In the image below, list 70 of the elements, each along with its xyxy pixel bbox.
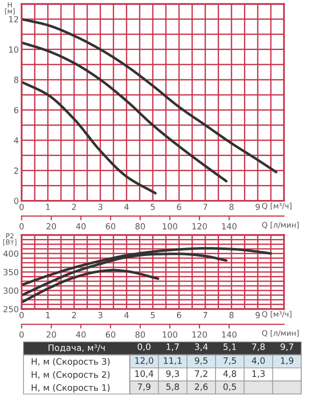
x-tick-label: 4 (124, 312, 129, 318)
y-tick-label: 2 (14, 168, 18, 174)
x-tick-label: 5 (150, 204, 155, 210)
x2-tick-label: 140 (222, 331, 237, 338)
y-tick-label: 250 (4, 306, 18, 312)
x-tick-label: 3,4 (194, 343, 208, 351)
x2-tick-label: 120 (192, 331, 207, 338)
x2-tick-label: 60 (106, 223, 116, 230)
y-tick-label: 300 (4, 287, 18, 294)
data-label: 5,8 (166, 383, 180, 391)
x-tick-label: 3 (98, 204, 102, 210)
x2-tick-label: 80 (135, 223, 145, 230)
x-tick-label: 0 (20, 204, 24, 210)
data-label: 1,3 (252, 370, 265, 378)
x-tick-label: 7 (203, 204, 208, 210)
x-tick-label: 0 (20, 312, 24, 318)
x2-tick-label: 60 (106, 331, 116, 338)
x-tick-label: 5 (150, 312, 155, 318)
x-tick-label: 1 (46, 204, 50, 210)
x-tick-label: 9 (256, 204, 260, 210)
x2-tick-label: 120 (192, 223, 207, 230)
x2-tick-label: 140 (222, 223, 237, 230)
x-tick-label: 7 (203, 312, 208, 318)
y-tick-label: Н, м (Скорость 2) (32, 371, 110, 380)
y-tick-label: Н, м (Скорость 3) (32, 358, 110, 366)
data-label: 10,4 (135, 370, 154, 378)
x-tick-label: 8 (229, 204, 234, 210)
x-tick-label: 9 (256, 312, 260, 318)
data-label: 2,6 (194, 383, 208, 391)
data-label: 0,5 (223, 383, 236, 391)
y-tick-label: 8 (14, 76, 18, 83)
y-tick-label: 350 (4, 268, 18, 276)
x-tick-label: 1 (46, 312, 50, 318)
x-tick-label: 5,1 (224, 344, 236, 351)
data-label: 7,2 (194, 370, 208, 378)
x-tick-label: 4 (124, 204, 129, 210)
x2-tick-label: 40 (76, 223, 86, 230)
x2-tick-label: 0 (20, 223, 24, 230)
x2-tick-label: 80 (135, 331, 145, 338)
data-label: 12,0 (135, 357, 154, 365)
y-tick-label: 10 (9, 46, 18, 53)
x2-tick-label: 100 (162, 223, 178, 230)
x-tick-label: 7,8 (252, 343, 265, 351)
data-label: 4,8 (223, 370, 236, 378)
x2-tick-label: 40 (76, 331, 86, 338)
data-label: 7,9 (138, 383, 150, 391)
x-tick-label: 6 (176, 312, 182, 318)
data-label: 9,3 (166, 370, 179, 378)
x2-tick-label: 20 (46, 331, 56, 338)
y-tick-label: 6 (14, 106, 18, 114)
x-tick-label: 0,0 (138, 343, 150, 351)
x2-tick-label: 100 (162, 331, 178, 338)
x-tick-label: 1,7 (166, 344, 179, 351)
x-tick-label: 6 (176, 204, 182, 210)
y-tick-label: 0 (14, 198, 18, 204)
x2-tick-label: 0 (20, 331, 24, 338)
y-tick-label: 400 (3, 250, 18, 257)
x2-tick-label: 20 (46, 223, 56, 230)
data-label: 4,0 (252, 357, 265, 365)
y-tick-label: 12 (9, 16, 18, 22)
data-label: 7,5 (224, 357, 236, 365)
x-tick-label: 3 (98, 312, 102, 318)
data-label: 9,5 (194, 357, 208, 365)
data-label: 11,1 (164, 357, 182, 365)
y-tick-label: 4 (14, 137, 18, 144)
x-tick-label: 8 (229, 312, 234, 318)
x-tick-label: 9,7 (280, 343, 294, 351)
data-label: 1,9 (280, 357, 294, 365)
y-tick-label: Н, м (Скорость 1) (32, 384, 110, 393)
x-axis-title: Подача, м³/ч (48, 344, 105, 352)
